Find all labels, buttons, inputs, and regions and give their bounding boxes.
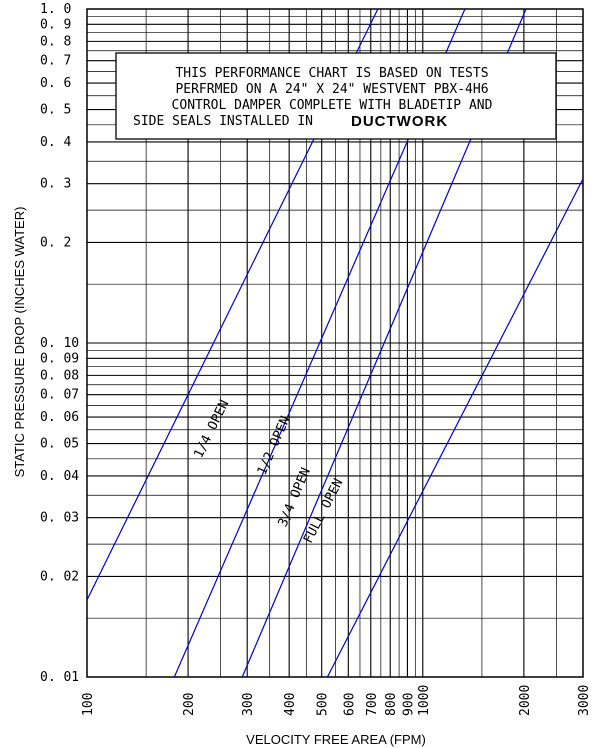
series-line: [326, 178, 584, 678]
x-tick-label: 500: [316, 693, 331, 716]
y-axis-title: STATIC PRESSURE DROP (INCHES WATER): [12, 207, 27, 478]
note-box: THIS PERFORMANCE CHART IS BASED ON TESTS…: [115, 52, 557, 140]
x-tick-labels: 100 200 300 400 500 600 700 800 900 1000 2000 3000: [81, 685, 592, 716]
x-tick-label: 3000: [577, 685, 592, 716]
x-tick-label: 900: [401, 693, 416, 716]
y-tick-label: 0. 10: [40, 336, 79, 351]
y-tick-label: 0. 08: [40, 368, 79, 383]
x-tick-label: 800: [384, 693, 399, 716]
y-tick-label: 0. 3: [40, 177, 71, 192]
major-grid: [87, 9, 583, 677]
note-emphasis: DUCTWORK: [351, 113, 448, 130]
y-tick-label: 0. 06: [40, 410, 79, 425]
x-tick-label: 600: [342, 693, 357, 716]
x-tick-label: 100: [81, 693, 96, 716]
y-tick-label: 0. 07: [40, 388, 79, 403]
y-tick-label: 0. 09: [40, 351, 79, 366]
y-tick-label: 1. 0: [40, 2, 71, 17]
plot-frame: [86, 8, 584, 678]
y-tick-label: 0. 05: [40, 437, 79, 452]
x-tick-label: 300: [241, 693, 256, 716]
note-line-3: CONTROL DAMPER COMPLETE WITH BLADETIP AN…: [172, 98, 493, 113]
y-tick-label: 0. 02: [40, 569, 79, 584]
curve-label: 1/4 OPEN: [191, 398, 232, 461]
x-tick-label: 2000: [518, 685, 533, 716]
y-tick-label: 0. 6: [40, 76, 71, 91]
y-tick-label: 0. 03: [40, 511, 79, 526]
curve-label: 1/2 OPEN: [255, 414, 294, 477]
x-tick-label: 400: [283, 693, 298, 716]
x-tick-label: 200: [182, 693, 197, 716]
y-tick-label: 0. 01: [40, 670, 79, 685]
x-tick-label: 1000: [417, 685, 432, 716]
y-tick-label: 0. 2: [40, 235, 71, 250]
x-tick-label: 700: [365, 693, 380, 716]
y-tick-label: 0. 8: [40, 34, 71, 49]
x-axis-title: VELOCITY FREE AREA (FPM): [246, 732, 426, 747]
note-line-4: SIDE SEALS INSTALLED IN: [133, 114, 313, 129]
y-tick-labels: 0. 01 0. 02 0. 03 0. 04 0. 05 0. 06 0. 07 0. 08…: [40, 2, 79, 685]
y-tick-label: 0. 9: [40, 17, 71, 32]
curve-label: 3/4 OPEN: [276, 466, 314, 530]
y-tick-label: 0. 4: [40, 135, 71, 150]
y-tick-label: 0. 04: [40, 469, 79, 484]
y-tick-label: 0. 7: [40, 54, 71, 69]
note-line-2: PERFRMED ON A 24" X 24" WESTVENT PBX-4H6: [175, 82, 488, 97]
note-line-1: THIS PERFORMANCE CHART IS BASED ON TESTS: [175, 66, 488, 81]
y-tick-label: 0. 5: [40, 103, 71, 118]
